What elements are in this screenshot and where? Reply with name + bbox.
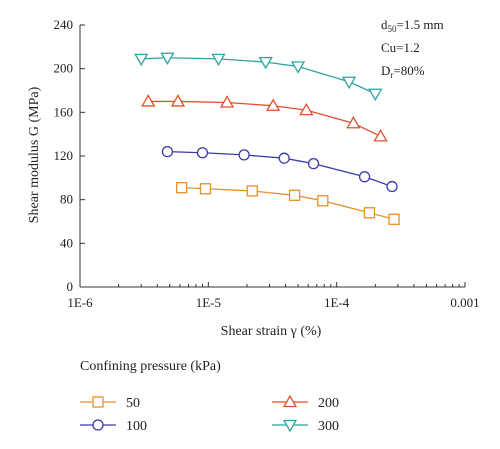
x-tick-label: 0.001 — [450, 295, 479, 310]
legend-label: 100 — [126, 419, 147, 434]
y-tick-label: 160 — [54, 104, 74, 119]
data-point — [238, 149, 250, 161]
legend-label: 200 — [318, 396, 339, 411]
legend-marker — [282, 419, 298, 433]
series-layer — [134, 52, 400, 225]
series-300 — [134, 52, 383, 102]
data-point — [368, 88, 383, 102]
series-line — [181, 187, 395, 220]
data-point — [211, 53, 226, 67]
legend-marker — [92, 396, 104, 408]
data-point — [161, 145, 174, 158]
legend-item-200: 200 — [272, 394, 339, 411]
data-point — [196, 147, 209, 159]
x-tick-label: 1E-5 — [196, 295, 221, 310]
data-point — [266, 98, 281, 111]
data-point — [170, 94, 186, 107]
data-point — [160, 52, 175, 66]
data-point — [373, 129, 388, 142]
annotation-cu: Cu=1.2 — [381, 40, 420, 55]
legend-label: 300 — [318, 419, 339, 434]
x-axis-label: Shear strain γ (%) — [221, 324, 322, 339]
data-point — [307, 157, 320, 170]
data-point — [388, 213, 400, 225]
annotation-d50: d50=1.5 mm — [381, 17, 444, 34]
y-tick-label: 40 — [60, 235, 73, 250]
data-point — [386, 180, 398, 193]
y-tick-label: 120 — [54, 148, 74, 163]
legend-marker — [282, 394, 298, 408]
data-point — [317, 195, 329, 207]
axes: 0 40 80 120 160 200 240 1E-6 1E-5 1E-4 0.001 — [54, 17, 480, 310]
data-point — [363, 207, 376, 219]
series-100 — [161, 145, 398, 193]
legend-item-100: 100 — [80, 419, 147, 434]
data-point — [246, 185, 258, 197]
y-axis-label: Shear modulus G (MPa) — [27, 86, 42, 223]
y-tick-label: 200 — [54, 61, 74, 76]
legend-item-50: 50 — [80, 396, 140, 411]
x-tick-label: 1E-6 — [67, 295, 93, 310]
series-50 — [176, 182, 400, 225]
legend: 50 100 200 300 — [80, 394, 339, 434]
series-200 — [141, 94, 388, 142]
series-line — [148, 100, 381, 137]
data-point — [288, 189, 301, 201]
legend-title: Confining pressure (kPa) — [80, 359, 221, 374]
data-point — [346, 115, 361, 129]
data-point — [299, 102, 314, 116]
x-tick-label: 1E-4 — [324, 295, 350, 310]
data-point — [176, 182, 188, 194]
series-line — [141, 57, 376, 95]
data-point — [141, 94, 156, 107]
legend-item-300: 300 — [272, 419, 339, 434]
annotation-dr: Dr=80% — [381, 63, 425, 80]
legend-marker — [92, 419, 104, 431]
data-point — [219, 95, 235, 108]
data-point — [199, 183, 212, 195]
data-point — [258, 56, 273, 70]
data-point — [134, 53, 149, 67]
data-point — [278, 152, 290, 164]
legend-label: 50 — [126, 396, 140, 411]
y-tick-label: 240 — [54, 17, 74, 32]
y-tick-label: 0 — [67, 279, 74, 294]
annotation-block: d50=1.5 mm Cu=1.2 Dr=80% — [381, 17, 444, 80]
data-point — [290, 61, 306, 74]
data-point — [341, 76, 357, 90]
y-tick-label: 80 — [60, 192, 73, 207]
data-point — [358, 171, 371, 183]
